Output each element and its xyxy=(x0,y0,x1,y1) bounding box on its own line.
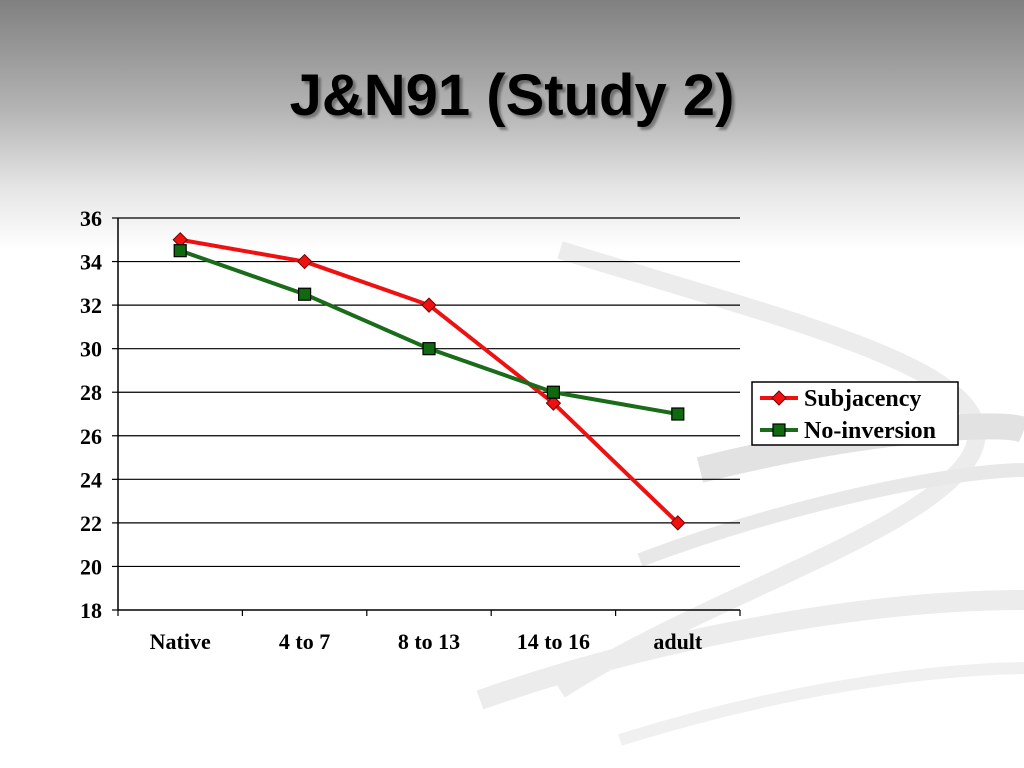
legend: Subjacency No-inversion xyxy=(751,381,959,446)
x-tick-label: adult xyxy=(653,629,703,654)
slide-title: J&N91 (Study 2) xyxy=(289,63,735,128)
y-tick-label: 20 xyxy=(80,554,102,579)
data-point-no-inversion xyxy=(671,407,685,421)
y-tick-label: 30 xyxy=(80,337,102,362)
data-point-subjacency xyxy=(545,395,562,411)
y-tick-label: 24 xyxy=(80,467,102,492)
gridlines xyxy=(112,217,741,616)
x-tick-label: Native xyxy=(150,629,211,654)
data-point-no-inversion xyxy=(173,244,187,258)
y-tick-label: 32 xyxy=(80,293,102,318)
y-tick-label: 28 xyxy=(80,380,102,405)
legend-label-subjacency: Subjacency xyxy=(804,386,921,412)
x-tick-label: 14 to 16 xyxy=(517,629,590,654)
series-subjacency xyxy=(172,232,686,531)
series xyxy=(172,232,686,531)
x-tick-label: 8 to 13 xyxy=(398,629,460,654)
data-point-subjacency xyxy=(421,297,437,313)
y-tick-label: 36 xyxy=(80,206,102,231)
y-tick-labels: 18 20 22 24 26 28 30 32 34 36 xyxy=(80,206,102,623)
data-point-no-inversion xyxy=(422,342,436,356)
axes xyxy=(117,218,740,611)
y-tick-label: 22 xyxy=(80,511,102,536)
series-no-inversion xyxy=(173,244,685,421)
data-point-subjacency xyxy=(296,253,313,270)
y-tick-label: 34 xyxy=(80,250,102,275)
y-tick-label: 18 xyxy=(80,598,102,623)
legend-label-no-inversion: No-inversion xyxy=(804,418,936,444)
series-line-no-inversion xyxy=(179,248,679,416)
data-point-no-inversion xyxy=(546,385,561,399)
data-point-no-inversion xyxy=(298,287,312,301)
x-tick-label: 4 to 7 xyxy=(279,629,330,654)
x-tick-labels: Native 4 to 7 8 to 13 14 to 16 adult xyxy=(150,629,703,654)
legend-marker-no-inversion xyxy=(772,423,786,437)
legend-box xyxy=(751,381,959,446)
legend-marker-subjacency xyxy=(771,390,787,406)
series-line-subjacency xyxy=(179,237,680,525)
data-point-subjacency xyxy=(670,515,686,531)
y-tick-label: 26 xyxy=(80,424,102,449)
